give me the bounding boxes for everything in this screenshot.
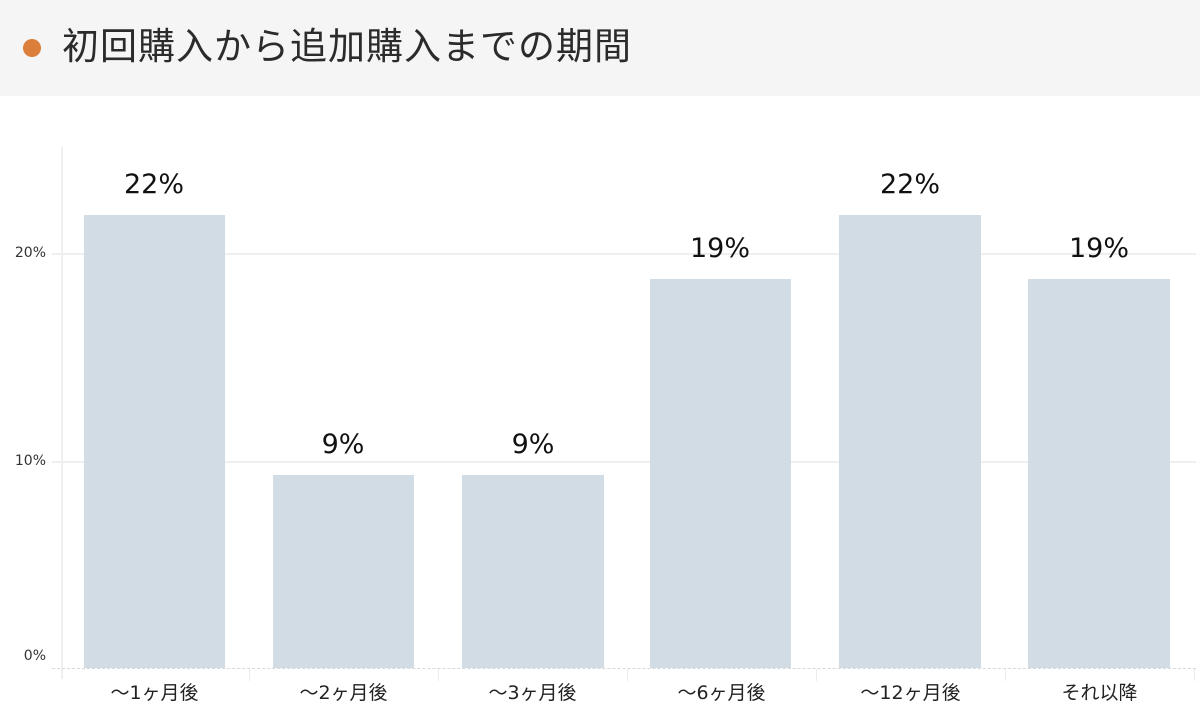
x-tick-mark — [816, 669, 817, 681]
x-tick-mark — [627, 669, 628, 681]
bar-6-months[interactable] — [650, 278, 791, 668]
x-tick-label: 〜3ヶ月後 — [488, 682, 577, 704]
y-tick-label: 20% — [14, 245, 46, 261]
bar-value-label: 9% — [511, 429, 555, 461]
x-tick-mark — [1005, 669, 1006, 681]
baseline-0 — [52, 668, 1196, 669]
bar-value-label: 19% — [689, 232, 750, 264]
x-tick-mark — [1194, 669, 1195, 681]
bar-2-months[interactable] — [273, 475, 414, 668]
x-tick-label: 〜1ヶ月後 — [110, 682, 199, 704]
x-tick-label: 〜2ヶ月後 — [299, 682, 388, 704]
x-tick-label: 〜6ヶ月後 — [677, 682, 766, 704]
chart-title: 初回購入から追加購入までの期間 — [62, 25, 632, 68]
x-tick-label: 〜12ヶ月後 — [860, 682, 961, 704]
bullet-dot-icon — [23, 39, 41, 57]
y-axis-line — [61, 147, 63, 679]
bar-value-label: 22% — [879, 168, 940, 200]
gridline-10 — [52, 461, 1196, 463]
bar-1-month[interactable] — [84, 214, 225, 668]
y-tick-label: 0% — [23, 648, 46, 664]
y-tick-label: 10% — [14, 453, 46, 469]
bar-value-label: 19% — [1068, 232, 1129, 264]
x-tick-mark — [438, 669, 439, 681]
bar-12-months[interactable] — [839, 214, 981, 668]
bar-value-label: 22% — [123, 168, 184, 200]
x-tick-label: それ以降 — [1061, 682, 1138, 704]
gridline-20 — [52, 253, 1196, 255]
bar-3-months[interactable] — [462, 475, 604, 668]
bar-later[interactable] — [1028, 278, 1170, 668]
chart-header: 初回購入から追加購入までの期間 — [0, 0, 1200, 96]
x-tick-mark — [249, 669, 250, 681]
bar-value-label: 9% — [321, 429, 365, 461]
